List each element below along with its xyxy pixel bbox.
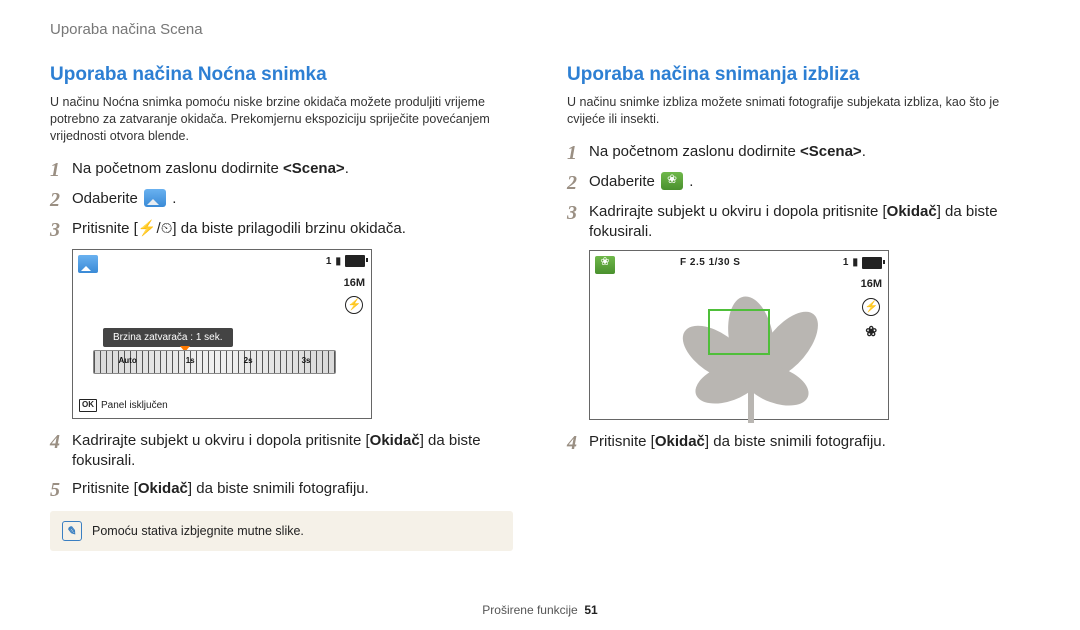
step-text: Pritisnite [ [589,433,655,450]
step-number: 4 [50,431,72,453]
step-bold: Okidač [370,432,420,449]
macro-mode-icon [661,172,683,190]
two-column-layout: Uporaba načina Noćna snimka U načinu Noć… [50,62,1030,551]
step-bold: <Scena> [800,143,862,160]
step-body: Na početnom zaslonu dodirnite <Scena>. [72,159,513,179]
flash-off-icon: ⚡ [862,298,880,316]
step-text: Kadrirajte subjekt u okviru i dopola pri… [589,203,887,220]
step-text: . [862,143,866,160]
shot-counter: 1 [843,256,849,270]
right-icon-stack: 16M ⚡ ❀ [861,277,882,341]
step-body: Odaberite . [589,172,1030,192]
right-steps: 1 Na početnom zaslonu dodirnite <Scena>.… [567,142,1030,243]
left-column: Uporaba načina Noćna snimka U načinu Noć… [50,62,513,551]
resolution-label: 16M [861,277,882,292]
step-number: 2 [567,172,589,194]
step-text: Na početnom zaslonu dodirnite [72,160,283,177]
shot-counter: 1 [326,255,332,269]
step-number: 2 [50,189,72,211]
flash-icon: ⚡ [138,220,157,237]
step-number: 5 [50,479,72,501]
flash-off-icon: ⚡ [345,296,363,314]
dial-scale: Auto 1s 2s 3s [93,350,336,374]
note-icon: ✎ [62,521,82,541]
card-icon: ▮ [852,256,858,270]
step-bold: Okidač [887,203,937,220]
step-bold: <Scena> [283,160,345,177]
bottom-hint: OK Panel isključen [79,399,168,413]
note-text: Pomoću stativa izbjegnite mutne slike. [92,523,304,540]
focus-box [708,309,770,355]
mode-badge-icon [595,256,615,274]
step-4: 4 Kadrirajte subjekt u okviru i dopola p… [50,431,513,472]
step-number: 3 [50,219,72,241]
step-body: Odaberite . [72,189,513,209]
mode-badge-icon [78,255,98,273]
left-steps: 1 Na početnom zaslonu dodirnite <Scena>.… [50,159,513,241]
status-bar: 1 ▮ [843,256,882,270]
step-text: ] da biste snimili fotografiju. [705,433,886,450]
step-text: Pritisnite [ [72,480,138,497]
left-heading: Uporaba načina Noćna snimka [50,62,513,88]
shutter-speed-label: Brzina zatvarača : 1 sek. [103,328,233,348]
step-body: Pritisnite [⚡/⏲] da biste prilagodili br… [72,219,513,239]
step-text: Kadrirajte subjekt u okviru i dopola pri… [72,432,370,449]
step-number: 4 [567,432,589,454]
right-icon-stack: 16M ⚡ [344,276,365,315]
step-text: ] da biste prilagodili brzinu okidača. [172,220,405,237]
step-text: Na početnom zaslonu dodirnite [589,143,800,160]
dial-ticks [94,351,335,373]
step-3: 3 Kadrirajte subjekt u okviru i dopola p… [567,202,1030,243]
running-header: Uporaba načina Scena [50,20,1030,40]
tip-note: ✎ Pomoću stativa izbjegnite mutne slike. [50,511,513,551]
step-number: 3 [567,202,589,224]
footer-section: Proširene funkcije [482,603,577,617]
right-heading: Uporaba načina snimanja izbliza [567,62,1030,88]
manual-page: Uporaba načina Scena Uporaba načina Noćn… [0,0,1080,630]
step-4: 4 Pritisnite [Okidač] da biste snimili f… [567,432,1030,454]
exposure-readout: F 2.5 1/30 S [680,256,740,270]
step-1: 1 Na početnom zaslonu dodirnite <Scena>. [50,159,513,181]
timer-icon: ⏲ [161,220,173,237]
page-footer: Proširene funkcije 51 [0,602,1080,618]
step-text: Odaberite [589,173,659,190]
night-shot-screenshot: 1 ▮ 16M ⚡ Brzina zatvarača : 1 sek. Auto [72,249,372,419]
step-text: ] da biste snimili fotografiju. [188,480,369,497]
step-3: 3 Pritisnite [⚡/⏲] da biste prilagodili … [50,219,513,241]
step-bold: Okidač [138,480,188,497]
resolution-label: 16M [344,276,365,291]
battery-icon [862,257,882,269]
macro-icon: ❀ [865,322,877,341]
hint-text: Panel isključen [101,399,168,413]
left-intro: U načinu Noćna snimka pomoću niske brzin… [50,94,513,145]
step-1: 1 Na početnom zaslonu dodirnite <Scena>. [567,142,1030,164]
step-bold: Okidač [655,433,705,450]
right-intro: U načinu snimke izbliza možete snimati f… [567,94,1030,128]
step-text: Pritisnite [ [72,220,138,237]
step-text: . [345,160,349,177]
step-body: Na početnom zaslonu dodirnite <Scena>. [589,142,1030,162]
step-body: Pritisnite [Okidač] da biste snimili fot… [72,479,513,499]
status-bar: 1 ▮ [326,255,365,269]
step-number: 1 [567,142,589,164]
step-body: Kadrirajte subjekt u okviru i dopola pri… [72,431,513,472]
step-5: 5 Pritisnite [Okidač] da biste snimili f… [50,479,513,501]
macro-shot-screenshot: F 2.5 1/30 S 1 ▮ 16M ⚡ ❀ [589,250,889,420]
ok-key-icon: OK [79,399,97,412]
step-body: Kadrirajte subjekt u okviru i dopola pri… [589,202,1030,243]
footer-page-number: 51 [584,603,597,617]
step-2: 2 Odaberite . [50,189,513,211]
right-column: Uporaba načina snimanja izbliza U načinu… [567,62,1030,551]
battery-icon [345,255,365,267]
left-steps-cont: 4 Kadrirajte subjekt u okviru i dopola p… [50,431,513,502]
shutter-dial: Auto 1s 2s 3s [93,350,336,378]
step-number: 1 [50,159,72,181]
step-2: 2 Odaberite . [567,172,1030,194]
card-icon: ▮ [335,255,341,269]
step-body: Pritisnite [Okidač] da biste snimili fot… [589,432,1030,452]
right-steps-cont: 4 Pritisnite [Okidač] da biste snimili f… [567,432,1030,454]
landscape-mode-icon [144,189,166,207]
step-text: Odaberite [72,190,142,207]
